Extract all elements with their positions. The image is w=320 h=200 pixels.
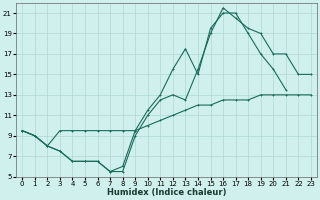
X-axis label: Humidex (Indice chaleur): Humidex (Indice chaleur)	[107, 188, 226, 197]
